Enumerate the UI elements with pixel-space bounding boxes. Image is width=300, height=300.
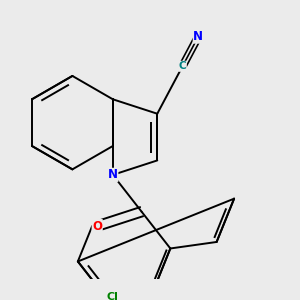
Text: C: C <box>179 61 186 71</box>
Text: O: O <box>92 220 102 232</box>
Text: N: N <box>108 168 118 182</box>
Text: Cl: Cl <box>106 292 118 300</box>
Text: N: N <box>193 30 203 43</box>
